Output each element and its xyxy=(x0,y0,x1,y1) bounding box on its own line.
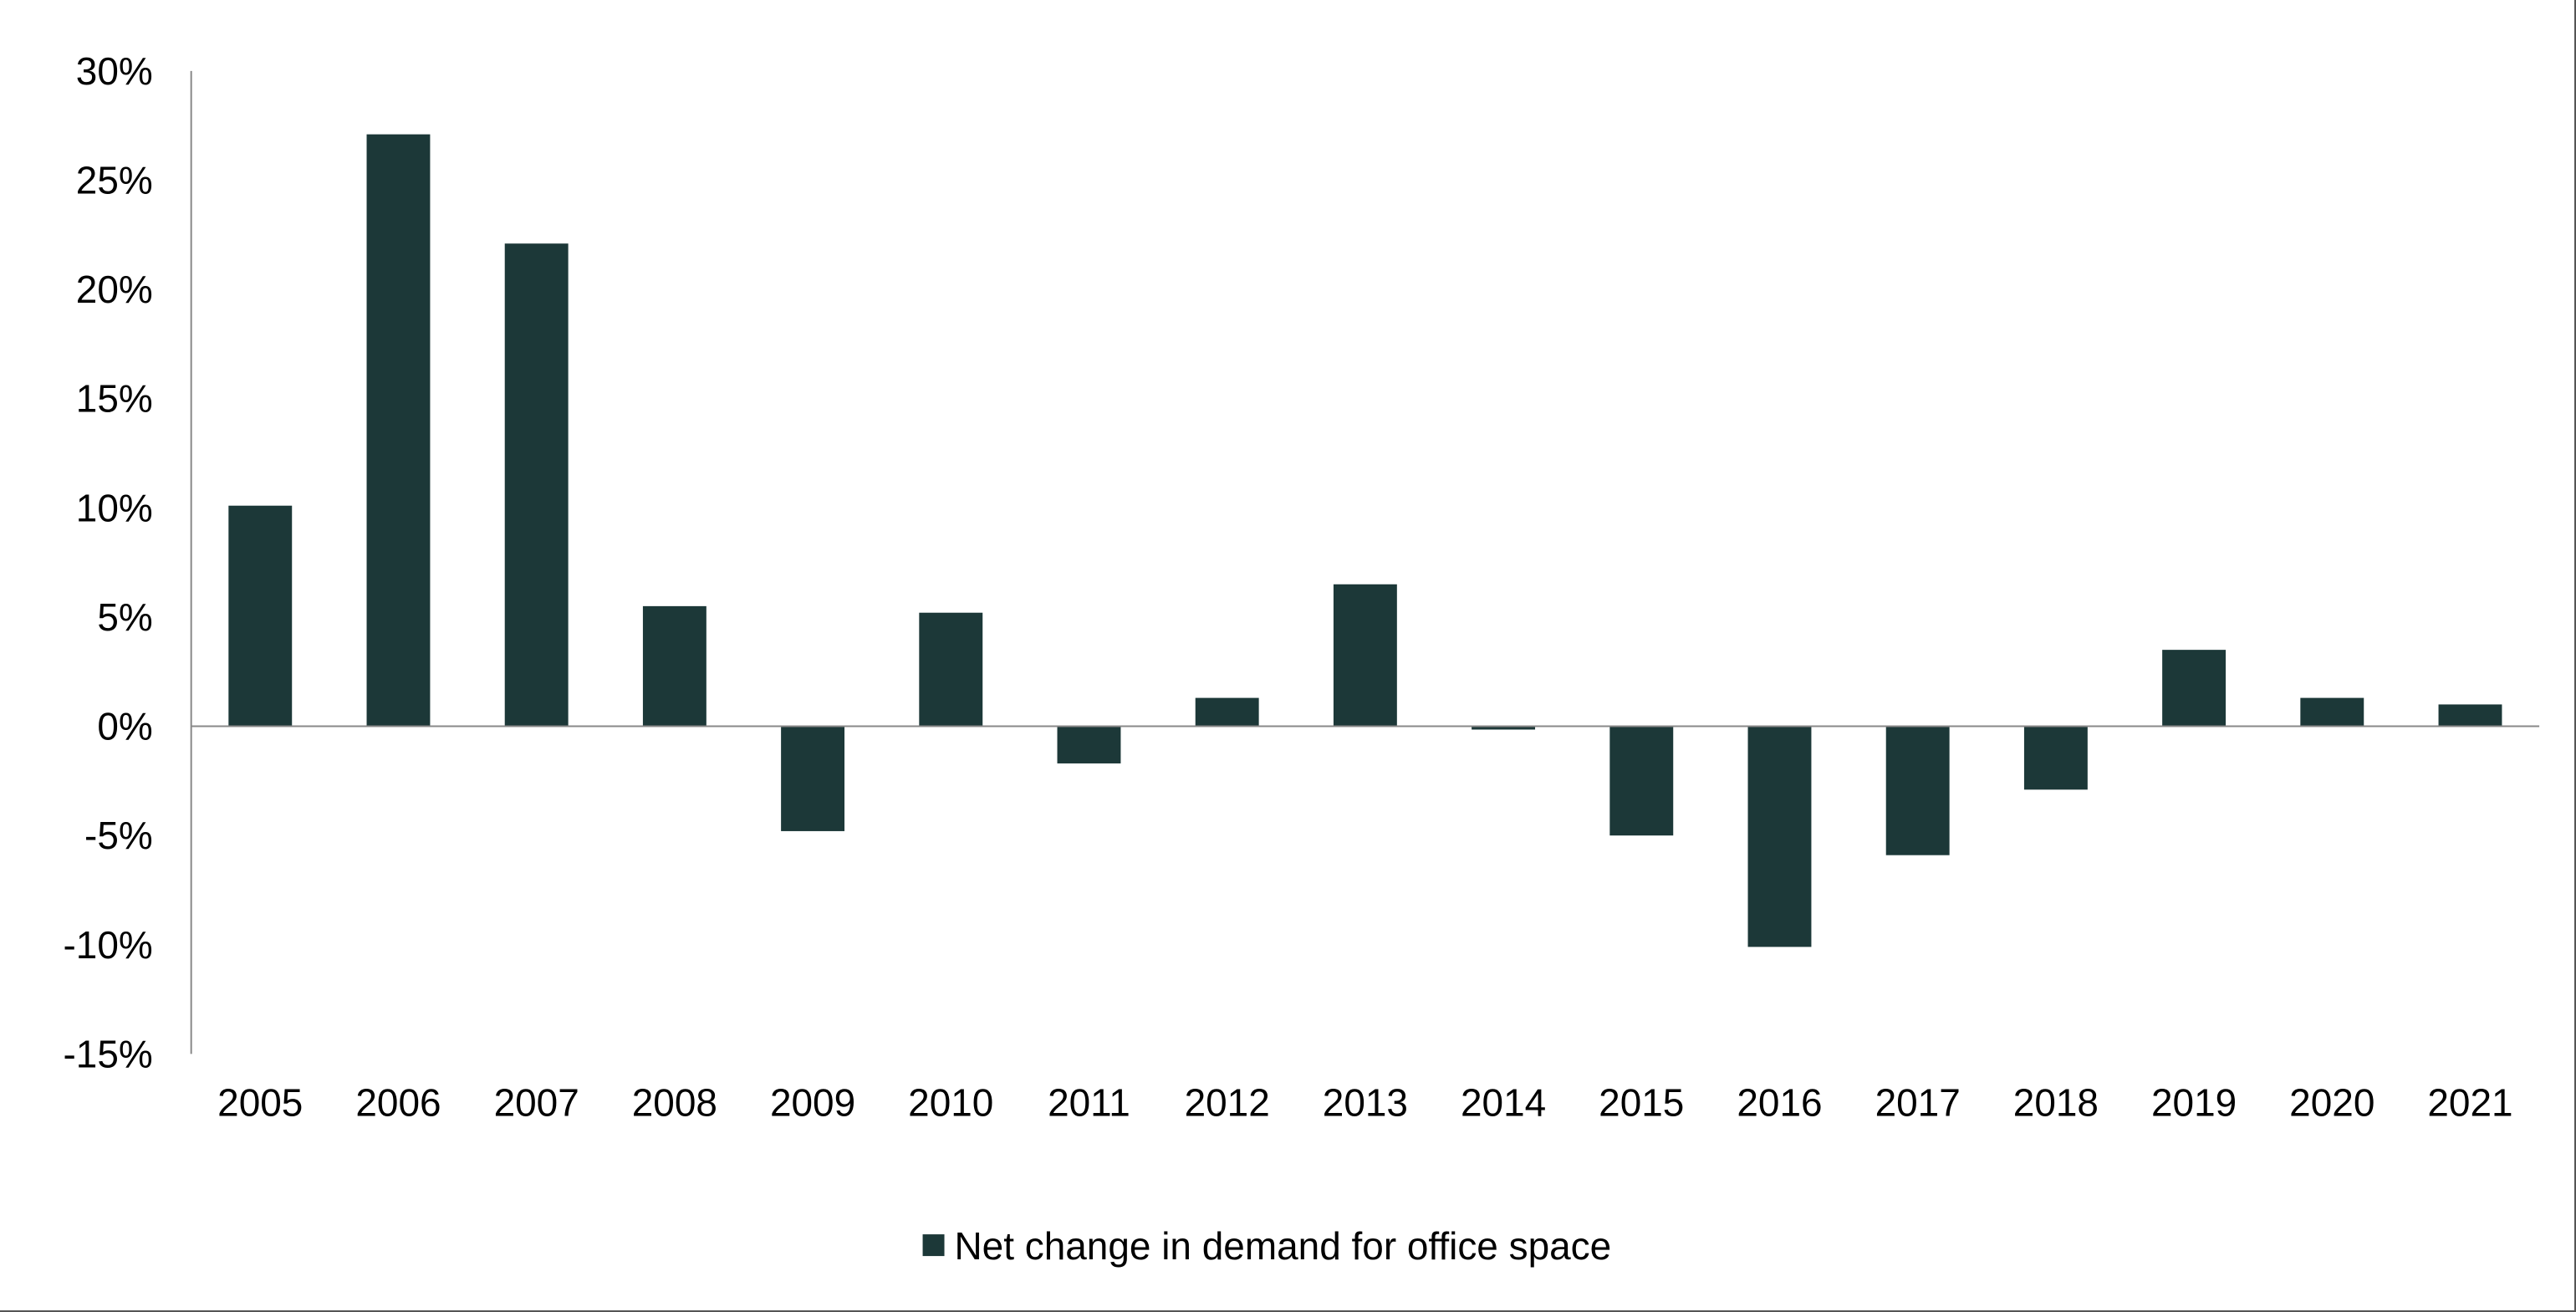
bar-2017 xyxy=(1885,726,1950,855)
y-tick-label: -15% xyxy=(63,1032,152,1075)
y-tick-label: -10% xyxy=(63,923,152,967)
x-tick-label: 2014 xyxy=(1461,1080,1546,1124)
x-tick-label: 2020 xyxy=(2289,1080,2375,1124)
legend-label: Net change in demand for office space xyxy=(955,1224,1612,1268)
bar-2008 xyxy=(642,605,706,727)
x-tick-label: 2006 xyxy=(355,1080,441,1124)
y-tick-label: 20% xyxy=(76,268,153,311)
bar-2019 xyxy=(2162,650,2227,727)
bar-2006 xyxy=(366,134,431,727)
bar-2012 xyxy=(1195,697,1259,727)
bar-2014 xyxy=(1472,726,1536,730)
bar-2016 xyxy=(1747,726,1812,947)
x-tick-label: 2017 xyxy=(1875,1080,1961,1124)
y-tick-label: 5% xyxy=(97,595,152,639)
x-tick-label: 2021 xyxy=(2427,1080,2512,1124)
y-axis-ticks: 30% 25% 20% 15% 10% 5% 0% -5% -10% -15% xyxy=(63,49,152,1075)
bar-2021 xyxy=(2438,704,2502,727)
bar-2011 xyxy=(1057,726,1121,763)
x-tick-label: 2019 xyxy=(2151,1080,2237,1124)
x-tick-label: 2009 xyxy=(770,1080,855,1124)
y-tick-label: 0% xyxy=(97,705,152,748)
bar-2010 xyxy=(919,612,983,727)
y-tick-label: 10% xyxy=(76,486,153,529)
bar-2009 xyxy=(781,726,845,831)
y-tick-label: -5% xyxy=(84,814,153,857)
y-tick-label: 25% xyxy=(76,158,153,202)
x-tick-label: 2013 xyxy=(1323,1080,1408,1124)
x-tick-label: 2010 xyxy=(908,1080,993,1124)
legend: Net change in demand for office space xyxy=(922,1224,1612,1268)
bars xyxy=(228,134,2502,947)
y-tick-label: 30% xyxy=(76,49,153,93)
x-tick-label: 2007 xyxy=(494,1080,579,1124)
bar-2015 xyxy=(1609,726,1674,836)
bar-2013 xyxy=(1333,584,1397,727)
x-tick-label: 2015 xyxy=(1599,1080,1684,1124)
x-tick-label: 2011 xyxy=(1048,1080,1130,1124)
bar-2007 xyxy=(504,243,569,727)
x-axis-ticks: 2005 2006 2007 2008 2009 2010 2011 2012 2013 2014… xyxy=(217,1080,2512,1124)
bar-2005 xyxy=(228,505,293,727)
x-tick-label: 2018 xyxy=(2013,1080,2099,1124)
y-tick-label: 15% xyxy=(76,377,153,421)
x-tick-label: 2016 xyxy=(1737,1080,1822,1124)
x-tick-label: 2008 xyxy=(632,1080,717,1124)
x-tick-label: 2005 xyxy=(217,1080,303,1124)
bar-2018 xyxy=(2023,726,2088,790)
bar-2020 xyxy=(2300,697,2364,727)
legend-swatch xyxy=(922,1234,945,1257)
x-tick-label: 2012 xyxy=(1185,1080,1270,1124)
